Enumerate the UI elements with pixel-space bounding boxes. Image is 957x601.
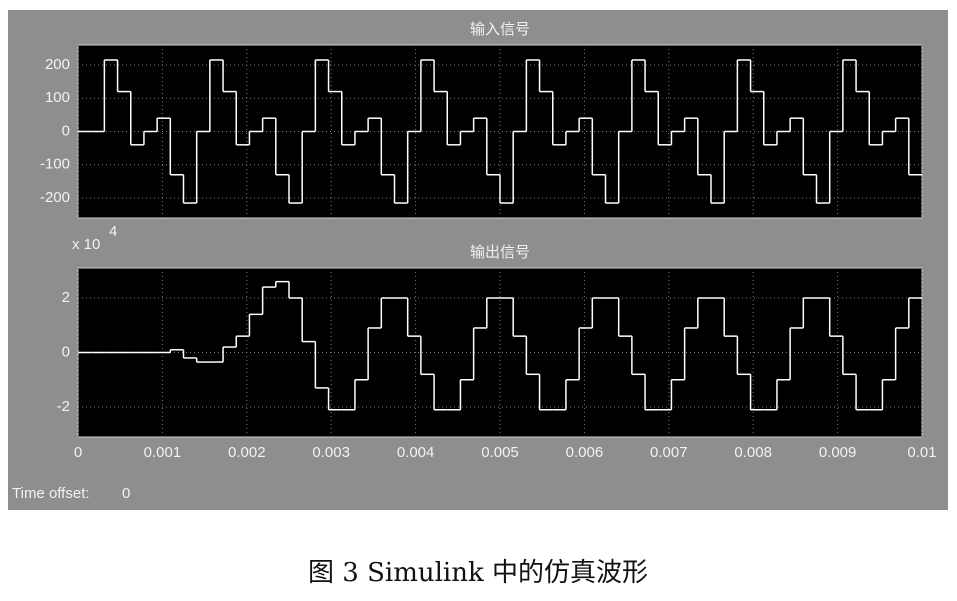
plot-title: 输出信号 — [470, 244, 530, 261]
y-tick-label: -2 — [57, 398, 70, 415]
x-tick-label: 0 — [74, 444, 82, 461]
x-tick-label: 0.005 — [481, 444, 519, 461]
y-tick-label: -200 — [40, 189, 70, 206]
y-tick-label: 200 — [45, 56, 70, 73]
y-tick-label: 100 — [45, 89, 70, 106]
y-tick-label: 0 — [62, 343, 70, 360]
x-tick-label: 0.009 — [819, 444, 857, 461]
x-tick-label: 0.004 — [397, 444, 435, 461]
figure-caption: 图 3 Simulink 中的仿真波形 — [308, 558, 648, 588]
time-offset-value: 0 — [122, 485, 130, 502]
x-tick-label: 0.003 — [312, 444, 350, 461]
y-tick-label: 2 — [62, 289, 70, 306]
time-offset-label: Time offset: — [12, 485, 90, 502]
x-tick-label: 0.008 — [734, 444, 772, 461]
plot-title: 输入信号 — [470, 21, 530, 38]
y-tick-label: 0 — [62, 122, 70, 139]
x-tick-label: 0.001 — [144, 444, 182, 461]
scale-label: x 10 — [72, 236, 100, 253]
x-tick-label: 0.01 — [907, 444, 936, 461]
x-tick-label: 0.006 — [566, 444, 604, 461]
scale-exponent: 4 — [109, 223, 117, 240]
y-tick-label: -100 — [40, 156, 70, 173]
x-tick-label: 0.007 — [650, 444, 688, 461]
x-tick-label: 0.002 — [228, 444, 266, 461]
